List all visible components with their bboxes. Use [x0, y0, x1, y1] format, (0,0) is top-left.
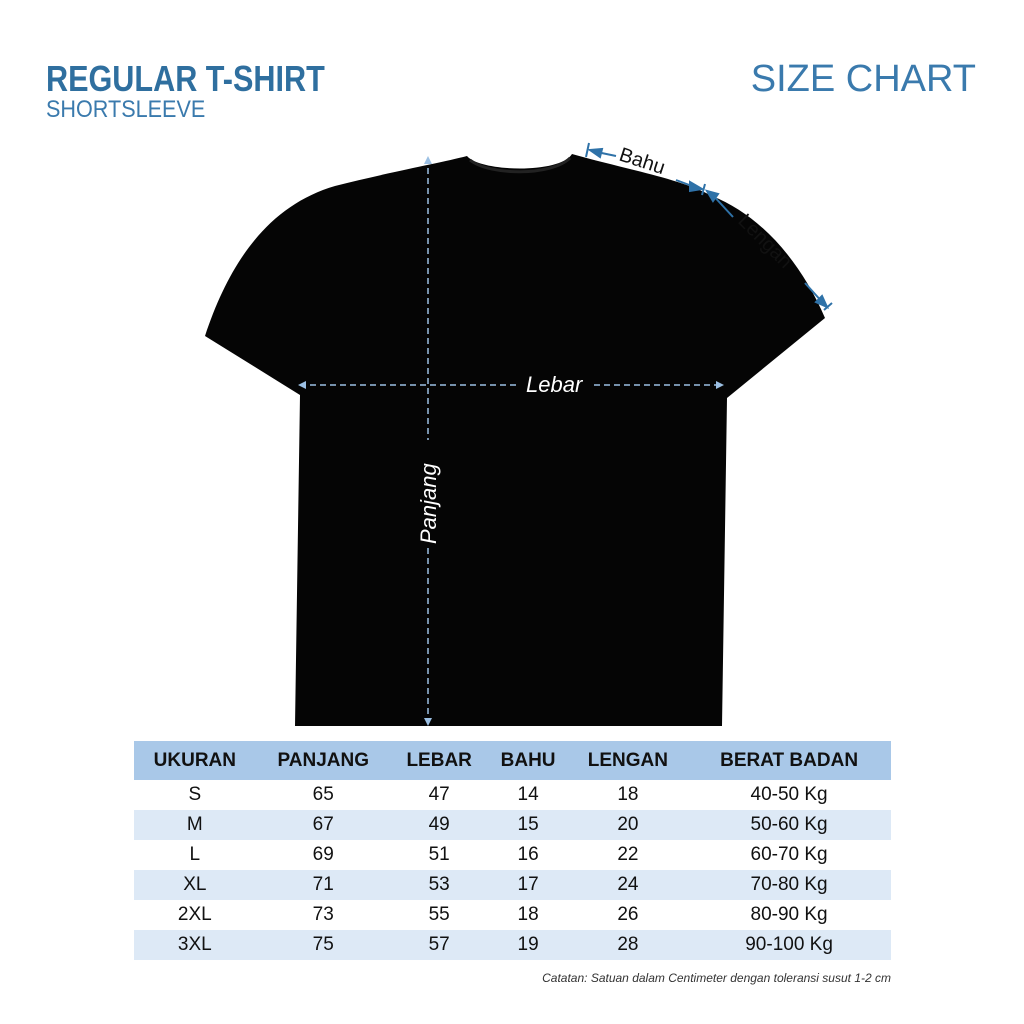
- table-cell: 22: [617, 844, 639, 865]
- table-cell: L: [189, 844, 201, 865]
- table-cell: 65: [312, 784, 334, 805]
- column-header: LEBAR: [390, 741, 488, 780]
- table-row: L 69 51 16 22 60-70 Kg: [134, 840, 891, 870]
- size-chart-label: SIZE CHART: [750, 58, 976, 100]
- table-cell: 80-90 Kg: [750, 904, 828, 925]
- product-subtitle: SHORTSLEEVE: [46, 96, 206, 123]
- table-cell: 57: [390, 930, 488, 960]
- size-table: UKURAN PANJANG LEBAR BAHU LENGAN BERAT BADAN …: [134, 741, 891, 960]
- table-cell: 18: [617, 784, 639, 805]
- table-cell: 67: [255, 810, 391, 840]
- table-cell: M: [134, 810, 256, 840]
- measure-lines: [300, 158, 722, 724]
- table-cell: 24: [568, 870, 688, 900]
- table-cell: 70-80 Kg: [687, 870, 891, 900]
- column-header: PANJANG: [255, 741, 391, 780]
- table-cell: 18: [517, 904, 539, 925]
- table-cell: 60-70 Kg: [750, 844, 828, 865]
- table-cell: 90-100 Kg: [687, 930, 891, 960]
- column-header: UKURAN: [134, 741, 256, 780]
- table-row: S 65 47 14 18 40-50 Kg: [134, 780, 891, 810]
- column-header: LENGAN: [568, 741, 688, 780]
- table-row: XL 71 53 17 24 70-80 Kg: [134, 870, 891, 900]
- table-cell: 16: [517, 844, 539, 865]
- table-cell: 69: [312, 844, 334, 865]
- table-row: 2XL 73 55 18 26 80-90 Kg: [134, 900, 891, 930]
- table-cell: 73: [312, 904, 334, 925]
- table-cell: 14: [517, 784, 539, 805]
- tshirt-shape: [205, 154, 825, 726]
- label-panjang: Panjang: [416, 462, 441, 544]
- table-cell: 17: [487, 870, 569, 900]
- table-cell: 53: [390, 870, 488, 900]
- table-row: M 67 49 15 20 50-60 Kg: [134, 810, 891, 840]
- table-cell: 28: [568, 930, 688, 960]
- table-cell: 40-50 Kg: [750, 784, 828, 805]
- table-cell: 2XL: [177, 904, 212, 925]
- column-header: BAHU: [487, 741, 569, 780]
- table-cell: 26: [617, 904, 639, 925]
- table-cell: 55: [428, 904, 450, 925]
- table-header-row: UKURAN PANJANG LEBAR BAHU LENGAN BERAT BADAN: [134, 741, 891, 780]
- table-cell: 75: [255, 930, 391, 960]
- table-cell: 3XL: [134, 930, 256, 960]
- table-cell: 15: [487, 810, 569, 840]
- table-cell: 49: [390, 810, 488, 840]
- table-row: 3XL 75 57 19 28 90-100 Kg: [134, 930, 891, 960]
- table-cell: XL: [134, 870, 256, 900]
- table-cell: 19: [487, 930, 569, 960]
- tshirt-diagram: Bahu Lengan Lebar Panjang: [205, 142, 833, 726]
- table-cell: S: [188, 784, 202, 805]
- table-cell: 50-60 Kg: [687, 810, 891, 840]
- table-cell: 51: [428, 844, 450, 865]
- table-cell: 71: [255, 870, 391, 900]
- table-cell: 20: [568, 810, 688, 840]
- note-text: Catatan: Satuan dalam Centimeter dengan …: [542, 971, 891, 985]
- label-lebar: Lebar: [526, 372, 584, 397]
- shoulder-sleeve-arrows: [585, 142, 833, 311]
- column-header: BERAT BADAN: [687, 741, 891, 780]
- product-title: REGULAR T-SHIRT: [46, 58, 325, 99]
- table-cell: 47: [428, 784, 450, 805]
